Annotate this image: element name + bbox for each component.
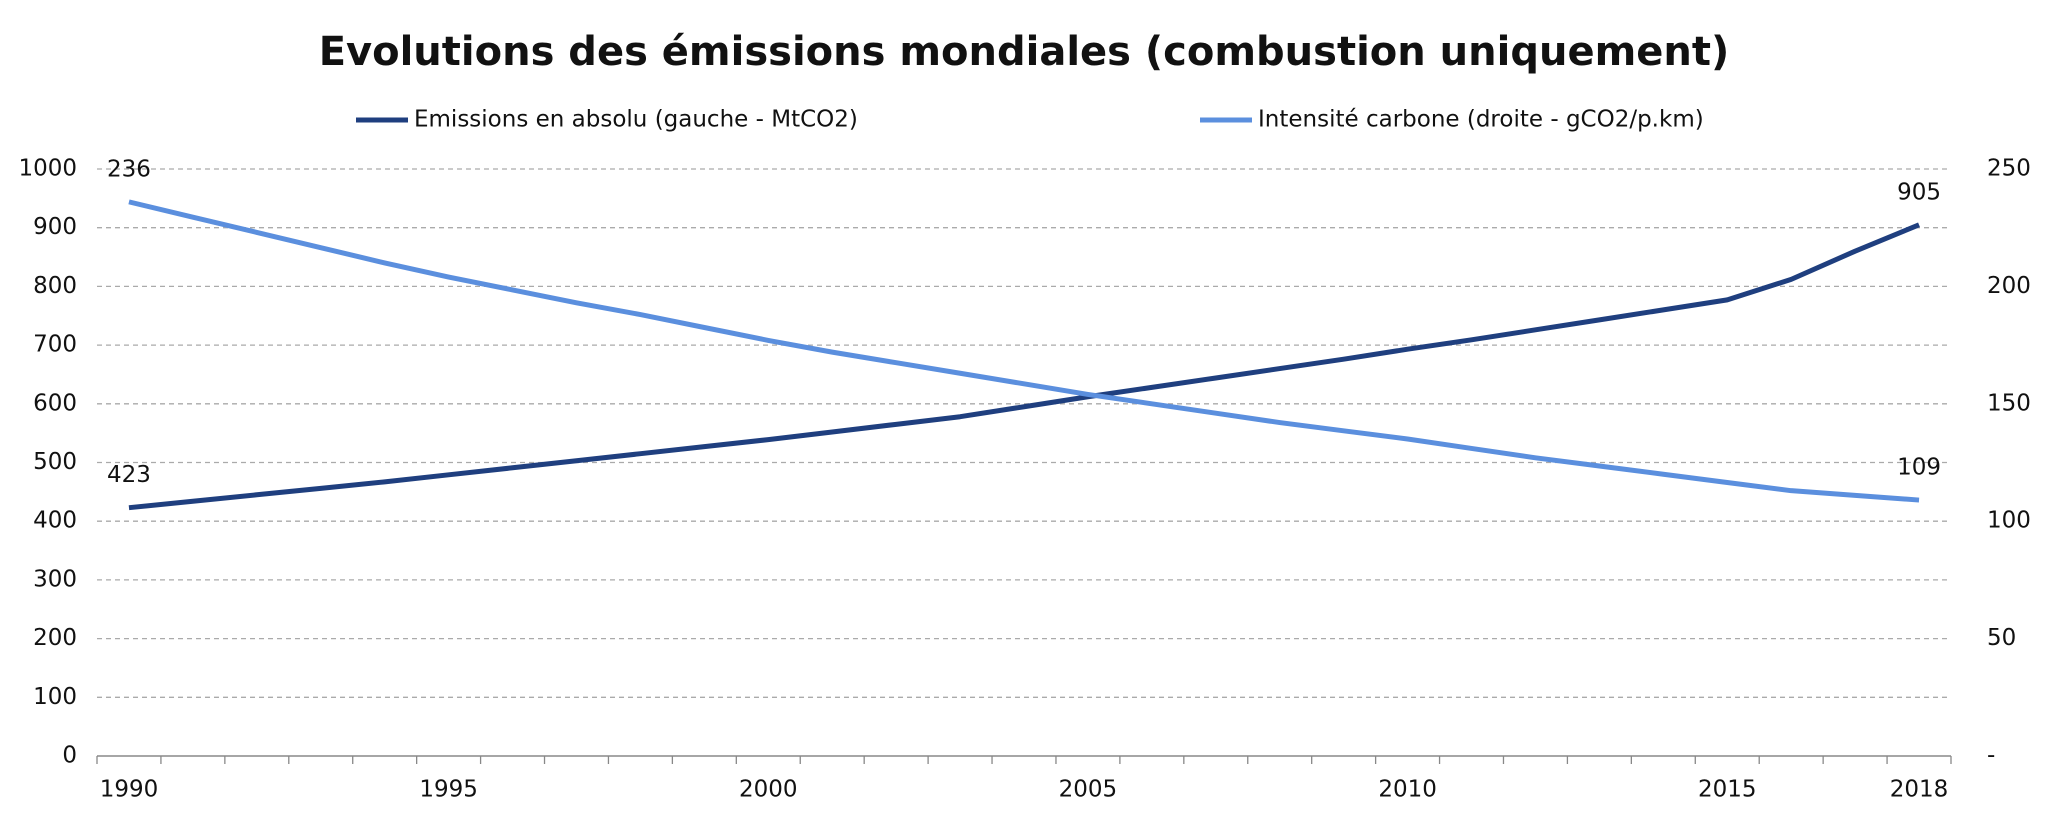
data-label: 109 — [1897, 455, 1941, 481]
data-label: 423 — [107, 462, 151, 488]
data-line — [128, 222, 1920, 511]
y-tick-label: 600 — [33, 390, 77, 416]
x-tick-label: 2010 — [1378, 777, 1437, 803]
y2-tick-label: - — [1987, 743, 1995, 769]
y-tick-label: 1000 — [18, 156, 77, 182]
x-tick-label: 2000 — [739, 777, 798, 803]
y2-tick-label: 200 — [1987, 273, 2031, 299]
x-tick-label: 1995 — [419, 777, 478, 803]
legend-label: Intensité carbone (droite - gCO2/p.km) — [1258, 107, 1704, 133]
y-tick-label: 700 — [33, 332, 77, 358]
y-tick-label: 500 — [33, 449, 77, 475]
y2-tick-label: 250 — [1987, 156, 2031, 182]
x-tick-label: 2005 — [1059, 777, 1118, 803]
x-tick-label: 2018 — [1890, 777, 1949, 803]
data-line — [128, 199, 1920, 503]
y2-tick-label: 50 — [1987, 625, 2016, 651]
y-tick-label: 0 — [62, 743, 77, 769]
y-tick-label: 400 — [33, 508, 77, 534]
y2-tick-label: 100 — [1987, 508, 2031, 534]
data-label: 236 — [107, 156, 151, 182]
y-tick-label: 300 — [33, 566, 77, 592]
y-tick-label: 200 — [33, 625, 77, 651]
data-label: 905 — [1897, 179, 1941, 205]
y-tick-label: 900 — [33, 214, 77, 240]
x-tick-label: 1990 — [100, 777, 159, 803]
y-tick-label: 100 — [33, 684, 77, 710]
legend-label: Emissions en absolu (gauche - MtCO2) — [414, 107, 858, 133]
chart-title: Evolutions des émissions mondiales (comb… — [319, 29, 1730, 75]
y2-tick-label: 150 — [1987, 390, 2031, 416]
y-tick-label: 800 — [33, 273, 77, 299]
x-tick-label: 2015 — [1698, 777, 1757, 803]
